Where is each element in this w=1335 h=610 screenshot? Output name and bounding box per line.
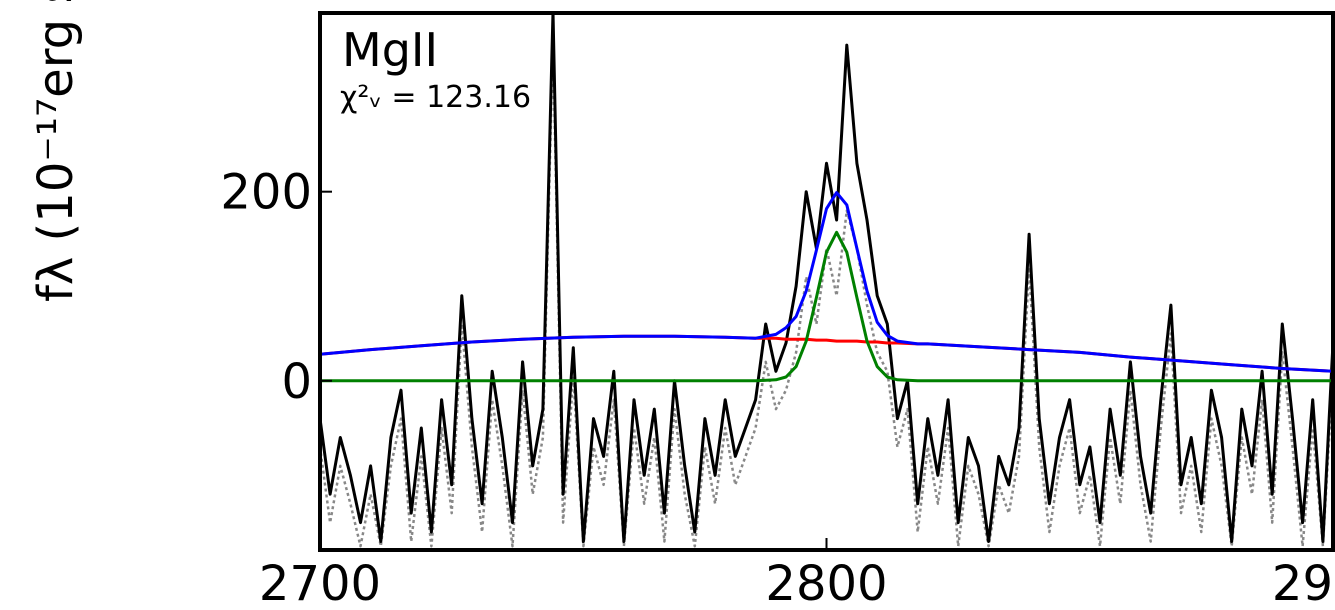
y-tick-label: 200 xyxy=(220,165,312,221)
chi-square: χ²ᵥ = 123.16 xyxy=(340,80,531,115)
plot-area xyxy=(320,13,1333,548)
spectrum-line xyxy=(320,191,1333,373)
x-tick-label: 2900 xyxy=(1272,556,1335,610)
y-tick-label: 0 xyxy=(281,354,312,410)
y-axis-label: fλ (10⁻¹⁷erg s⁻¹ cm⁻² Å⁻¹) xyxy=(27,0,84,302)
spectrum-line xyxy=(320,13,1333,543)
spectrum-line xyxy=(320,230,1333,383)
x-tick-label: 2800 xyxy=(765,556,887,610)
line-label: MgII xyxy=(342,23,438,77)
spectrum-line xyxy=(320,39,1333,548)
x-tick-label: 2700 xyxy=(259,556,381,610)
